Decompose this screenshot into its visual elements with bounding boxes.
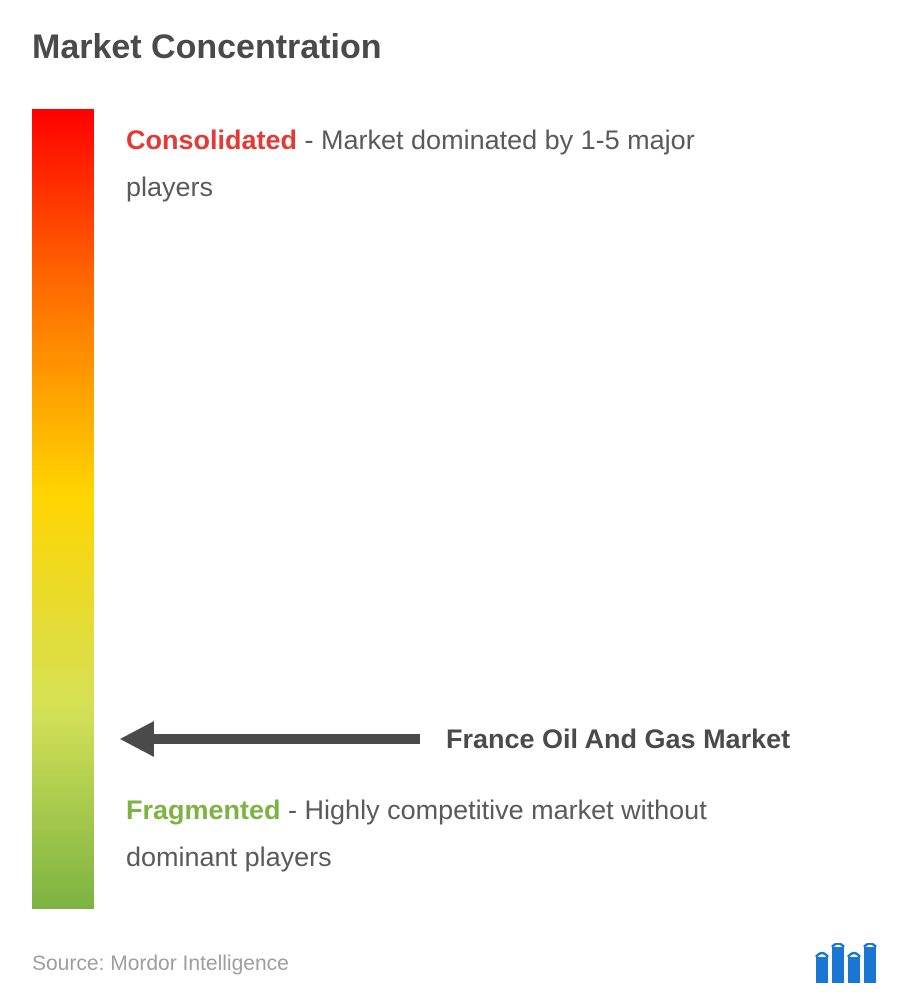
descriptions-column: Consolidated - Market dominated by 1-5 m… bbox=[94, 109, 884, 909]
fragmented-label: Fragmented bbox=[126, 795, 281, 825]
consolidated-text: Consolidated - Market dominated by 1-5 m… bbox=[126, 117, 874, 164]
fragmented-desc-1: - Highly competitive market without bbox=[288, 795, 707, 825]
fragmented-text: Fragmented - Highly competitive market w… bbox=[126, 787, 874, 834]
content-area: Consolidated - Market dominated by 1-5 m… bbox=[32, 109, 884, 909]
page-title: Market Concentration bbox=[32, 28, 884, 67]
fragmented-desc-2: dominant players bbox=[126, 834, 874, 881]
consolidated-label: Consolidated bbox=[126, 125, 297, 155]
mordor-logo-icon bbox=[814, 943, 884, 985]
market-pointer-row: France Oil And Gas Market bbox=[120, 717, 874, 761]
source-attribution: Source: Mordor Intelligence bbox=[32, 952, 289, 976]
fragmented-block: Fragmented - Highly competitive market w… bbox=[126, 787, 874, 882]
consolidated-desc-2: players bbox=[126, 164, 874, 211]
concentration-gradient-bar bbox=[32, 109, 94, 909]
arrow-left-icon bbox=[120, 717, 430, 761]
consolidated-desc-1: - Market dominated by 1-5 major bbox=[305, 125, 695, 155]
market-name-label: France Oil And Gas Market bbox=[446, 724, 790, 755]
footer-row: Source: Mordor Intelligence bbox=[32, 943, 884, 985]
consolidated-block: Consolidated - Market dominated by 1-5 m… bbox=[126, 117, 874, 212]
